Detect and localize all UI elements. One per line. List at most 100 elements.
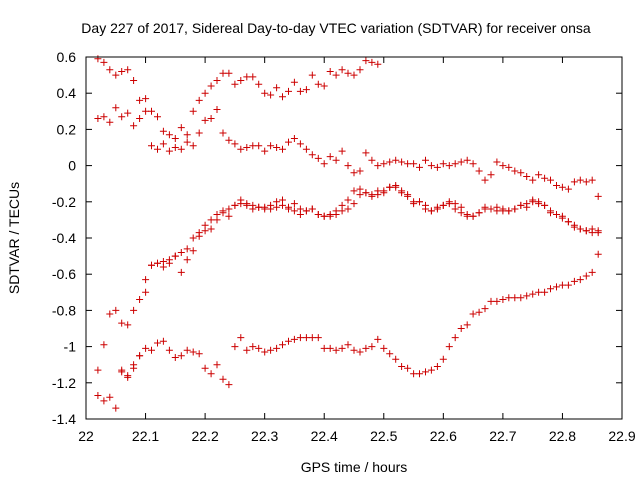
data-point bbox=[368, 191, 376, 199]
data-point bbox=[594, 250, 602, 258]
data-point bbox=[535, 171, 543, 179]
data-point bbox=[267, 91, 275, 99]
y-tick-label: -0.4 bbox=[52, 230, 76, 246]
data-point bbox=[332, 156, 340, 164]
data-point bbox=[499, 207, 507, 215]
data-point bbox=[469, 310, 477, 318]
data-point bbox=[475, 209, 483, 217]
data-point bbox=[290, 207, 298, 215]
data-point bbox=[380, 344, 388, 352]
data-point bbox=[142, 276, 150, 284]
data-point bbox=[386, 183, 394, 191]
data-point bbox=[511, 294, 519, 302]
data-point bbox=[148, 261, 155, 269]
data-point bbox=[392, 156, 400, 164]
data-point bbox=[594, 229, 602, 237]
data-point bbox=[273, 203, 281, 211]
data-point bbox=[136, 96, 144, 104]
data-point bbox=[344, 196, 352, 204]
data-point bbox=[177, 352, 185, 360]
series-satellite-d bbox=[94, 183, 602, 374]
data-point bbox=[159, 140, 167, 148]
data-point bbox=[535, 288, 543, 296]
data-point bbox=[219, 129, 227, 137]
data-point bbox=[445, 162, 453, 170]
data-point bbox=[588, 229, 596, 237]
data-point bbox=[94, 366, 102, 374]
data-point bbox=[249, 201, 257, 209]
data-point bbox=[249, 73, 257, 81]
data-point bbox=[350, 71, 358, 79]
data-point bbox=[219, 69, 227, 77]
data-point bbox=[374, 191, 382, 199]
data-point bbox=[422, 156, 429, 164]
data-point bbox=[547, 176, 554, 184]
data-point bbox=[231, 80, 239, 88]
data-point bbox=[553, 182, 560, 189]
data-point bbox=[410, 370, 418, 378]
data-point bbox=[201, 116, 209, 124]
data-point bbox=[213, 216, 221, 224]
data-point bbox=[296, 87, 304, 95]
data-point bbox=[493, 207, 501, 215]
data-point bbox=[392, 355, 400, 363]
data-point bbox=[529, 176, 537, 184]
data-point bbox=[469, 160, 477, 168]
data-point bbox=[398, 158, 406, 166]
data-point bbox=[416, 198, 423, 206]
series-satellite-b bbox=[94, 104, 602, 200]
data-point bbox=[570, 223, 578, 231]
data-point bbox=[106, 118, 114, 126]
data-point bbox=[290, 78, 298, 86]
data-point bbox=[314, 80, 322, 88]
data-point bbox=[588, 176, 596, 184]
data-point bbox=[529, 290, 537, 298]
data-point bbox=[302, 145, 310, 153]
data-point bbox=[261, 147, 269, 155]
data-point bbox=[100, 397, 108, 405]
data-point bbox=[201, 221, 209, 229]
data-point bbox=[481, 176, 489, 184]
data-point bbox=[308, 151, 316, 159]
data-point bbox=[338, 207, 346, 215]
data-point bbox=[285, 87, 292, 95]
data-point bbox=[124, 109, 132, 117]
data-point bbox=[302, 86, 310, 94]
data-point bbox=[564, 185, 572, 193]
data-point bbox=[511, 167, 519, 175]
data-point bbox=[368, 156, 376, 164]
data-point bbox=[171, 354, 179, 361]
data-point bbox=[148, 142, 155, 150]
data-point bbox=[207, 115, 215, 122]
data-point bbox=[142, 288, 150, 296]
data-point bbox=[439, 355, 447, 363]
data-point bbox=[285, 205, 292, 213]
data-point bbox=[171, 144, 179, 151]
data-point bbox=[350, 169, 358, 177]
data-point bbox=[100, 113, 108, 121]
data-point bbox=[326, 344, 334, 352]
data-point bbox=[332, 346, 340, 354]
series-satellite-e bbox=[118, 250, 602, 389]
data-point bbox=[171, 252, 179, 260]
data-point bbox=[124, 372, 132, 380]
data-point bbox=[558, 183, 566, 191]
data-point bbox=[207, 216, 215, 224]
data-point bbox=[225, 205, 233, 213]
data-point bbox=[463, 321, 471, 329]
data-point bbox=[576, 176, 584, 184]
data-point bbox=[296, 334, 304, 342]
y-tick-label: 0.2 bbox=[57, 121, 77, 137]
data-point bbox=[457, 209, 465, 217]
data-point bbox=[225, 69, 233, 77]
x-tick-label: 22 bbox=[78, 428, 94, 444]
data-point bbox=[320, 160, 328, 168]
data-point bbox=[314, 334, 322, 342]
data-point bbox=[279, 201, 286, 209]
data-point bbox=[308, 334, 316, 342]
data-point bbox=[255, 142, 263, 150]
data-point bbox=[511, 205, 519, 213]
data-point bbox=[505, 207, 513, 215]
data-point bbox=[231, 140, 239, 148]
data-point bbox=[392, 183, 400, 191]
